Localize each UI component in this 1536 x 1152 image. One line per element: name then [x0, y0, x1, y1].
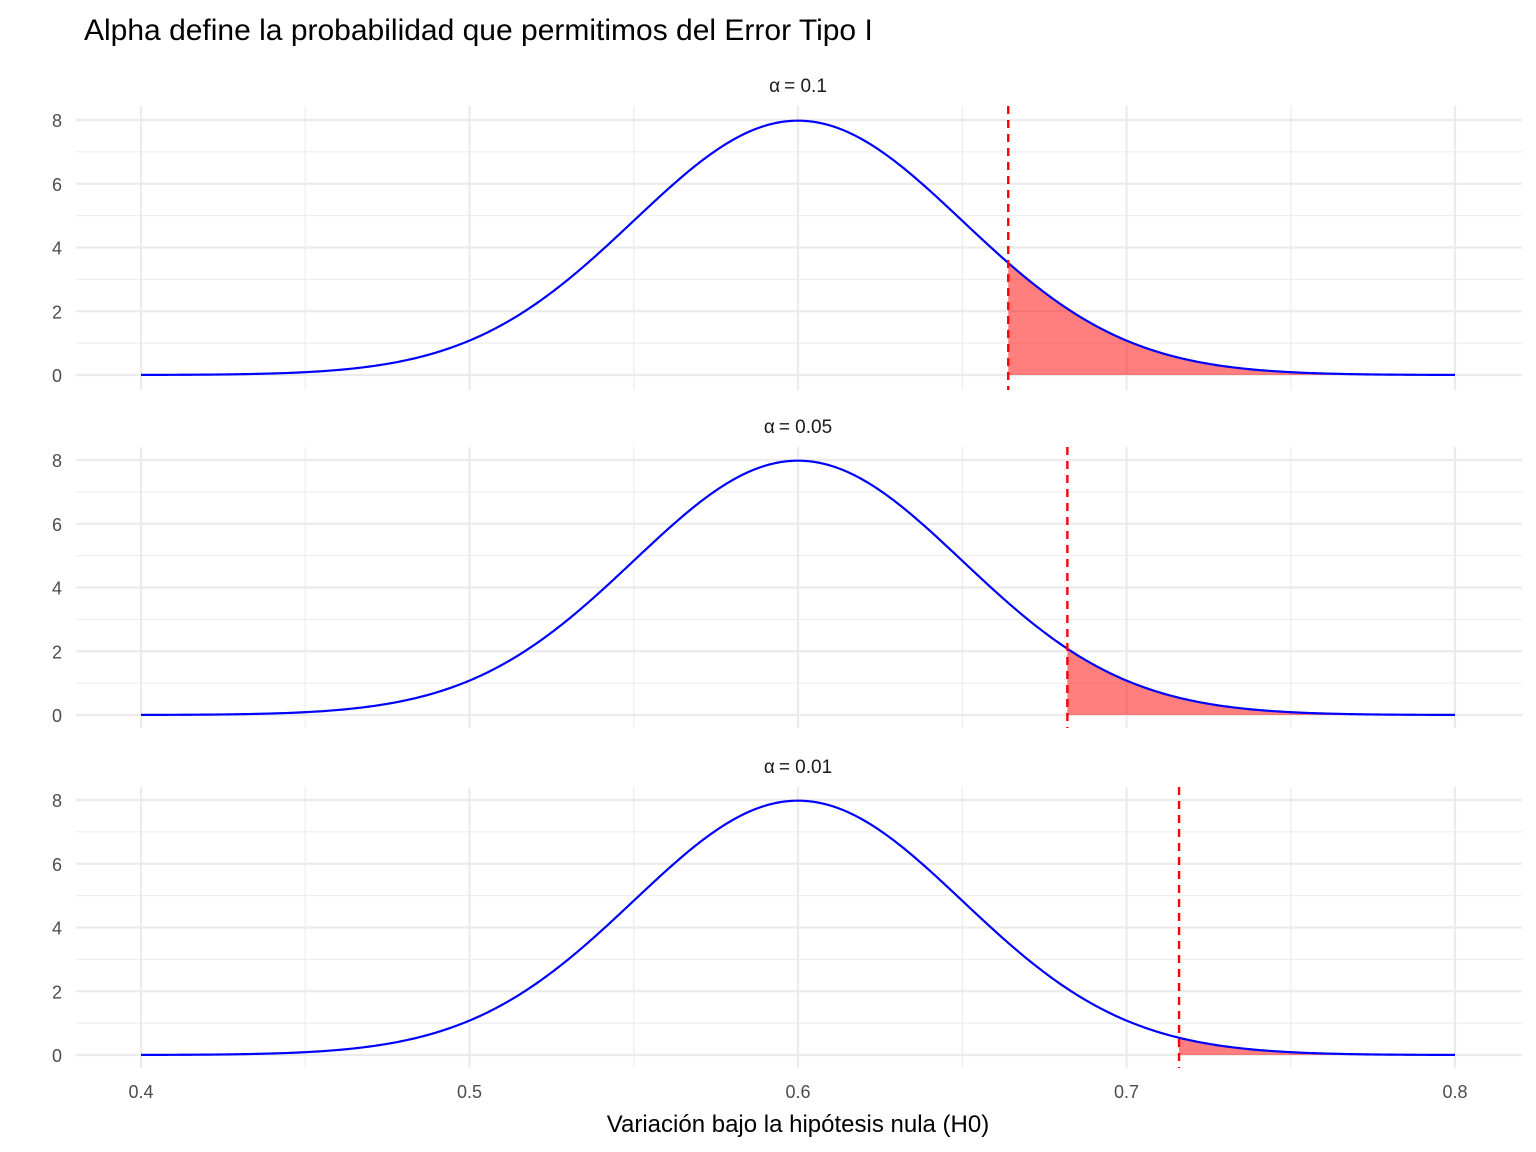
density-curve [141, 119, 1455, 377]
panel-strip-label: α = 0.05 [764, 417, 832, 438]
y-tick-label: 8 [52, 791, 62, 811]
alpha-symbol: α [769, 76, 780, 97]
rejection-region [1008, 262, 1455, 375]
x-axis-ticks: 0.4 0.5 0.6 0.7 0.8 [128, 1082, 1467, 1102]
y-tick-label: 8 [52, 111, 62, 131]
y-tick-label: 0 [52, 1046, 62, 1066]
panel-1: α = 0.1 0 2 4 6 8 [52, 76, 1522, 390]
panel-2: α = 0.05 0 2 4 6 8 [52, 417, 1522, 728]
y-tick-label: 0 [52, 706, 62, 726]
x-axis-label: Variación bajo la hipótesis nula (H0) [607, 1111, 989, 1138]
alpha-symbol: α [764, 417, 775, 438]
y-tick-label: 4 [52, 579, 62, 599]
alpha-value: = 0.01 [779, 757, 832, 778]
alpha-symbol: α [764, 757, 775, 778]
y-tick-label: 2 [52, 982, 62, 1002]
y-tick-label: 0 [52, 366, 62, 386]
y-tick-label: 2 [52, 302, 62, 322]
y-tick-label: 4 [52, 919, 62, 939]
y-tick-label: 8 [52, 451, 62, 471]
chart-title: Alpha define la probabilidad que permiti… [84, 14, 873, 47]
panel-3: α = 0.01 0 2 4 6 8 [52, 757, 1522, 1068]
density-curve [141, 459, 1455, 717]
y-tick-label: 2 [52, 642, 62, 662]
x-tick-label: 0.6 [785, 1082, 810, 1102]
alpha-value: = 0.05 [779, 417, 832, 438]
rejection-region [1067, 648, 1455, 715]
x-tick-label: 0.7 [1114, 1082, 1139, 1102]
density-curve [141, 799, 1455, 1057]
x-tick-label: 0.5 [457, 1082, 482, 1102]
x-tick-label: 0.8 [1442, 1082, 1467, 1102]
panel-strip-label: α = 0.01 [764, 757, 832, 778]
y-tick-label: 4 [52, 239, 62, 259]
y-tick-label: 6 [52, 855, 62, 875]
alpha-value: = 0.1 [784, 76, 827, 97]
y-tick-label: 6 [52, 175, 62, 195]
panel-strip-label: α = 0.1 [769, 76, 827, 97]
x-tick-label: 0.4 [128, 1082, 153, 1102]
rejection-region [1179, 1037, 1455, 1055]
y-tick-label: 6 [52, 515, 62, 535]
